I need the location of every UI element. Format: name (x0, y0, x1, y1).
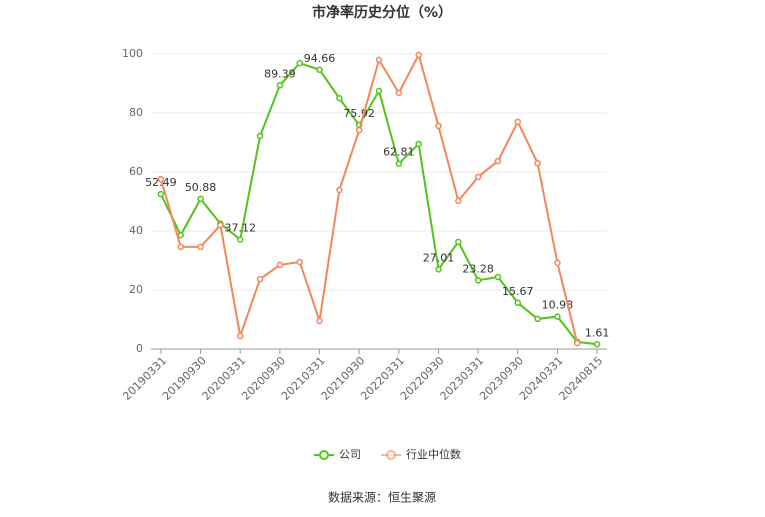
data-point (197, 243, 204, 251)
data-label: 27.01 (423, 251, 455, 264)
data-point (157, 190, 165, 198)
data-point (236, 332, 244, 340)
chart-title: 市净率历史分位（%） (312, 4, 452, 21)
data-point (296, 258, 303, 266)
data-point (395, 160, 403, 167)
data-point (534, 315, 541, 323)
data-label: 75.92 (343, 107, 375, 120)
data-point (375, 87, 383, 95)
data-point (276, 261, 284, 269)
source: 数据来源：恒生聚源 (328, 490, 436, 505)
data-point (435, 266, 442, 273)
data-point (574, 339, 581, 347)
data-point (177, 231, 184, 239)
data-label: 23.28 (462, 262, 494, 275)
legend-label: 公司 (339, 448, 361, 461)
data-point (514, 299, 522, 307)
data-point (157, 175, 165, 183)
y-tick-label: 80 (129, 106, 143, 119)
data-point (554, 259, 561, 267)
data-point (336, 95, 343, 102)
data-point (217, 221, 224, 229)
data-point (316, 317, 323, 325)
data-label: 37.12 (224, 221, 256, 234)
y-tick-label: 60 (129, 165, 143, 178)
data-point (494, 273, 502, 281)
data-point (514, 118, 522, 126)
data-label: 94.66 (304, 52, 336, 65)
data-point (474, 173, 482, 181)
data-point (177, 243, 184, 251)
data-point (534, 159, 541, 167)
data-point (276, 82, 284, 89)
data-point (236, 236, 244, 243)
data-label: 62.81 (383, 146, 415, 159)
data-point (375, 56, 383, 64)
data-point (474, 277, 482, 284)
data-point (256, 132, 264, 140)
data-point (296, 59, 303, 67)
data-point (415, 140, 422, 148)
data-point (256, 275, 264, 283)
data-point (455, 197, 462, 205)
data-label: 50.88 (185, 181, 217, 194)
legend-item: 行业中位数 (381, 447, 461, 461)
y-tick-label: 40 (129, 224, 143, 237)
series-line (159, 52, 579, 344)
data-point (554, 313, 561, 320)
data-point (435, 122, 442, 130)
data-point (197, 195, 204, 203)
y-tick-label: 20 (129, 283, 143, 296)
data-point (395, 89, 403, 97)
y-tick-label: 0 (136, 342, 143, 355)
data-label: 52.49 (145, 176, 177, 189)
series-line (160, 61, 598, 346)
data-label: 89.39 (264, 67, 296, 80)
data-label: 1.61 (585, 326, 610, 339)
data-point (355, 126, 363, 134)
data-label: 15.67 (502, 285, 534, 298)
data-label: 10.98 (542, 299, 574, 312)
data-point (336, 186, 343, 194)
data-point (593, 341, 601, 348)
legend-item: 公司 (314, 448, 361, 461)
data-point (494, 157, 502, 165)
y-tick-label: 100 (122, 47, 143, 60)
legend-marker (386, 450, 396, 460)
legend-marker (319, 450, 329, 460)
x-tick-label: 20240815 (557, 354, 606, 403)
legend-label: 行业中位数 (406, 447, 461, 461)
data-point (455, 238, 462, 246)
data-point (415, 51, 422, 59)
data-point (316, 66, 323, 74)
